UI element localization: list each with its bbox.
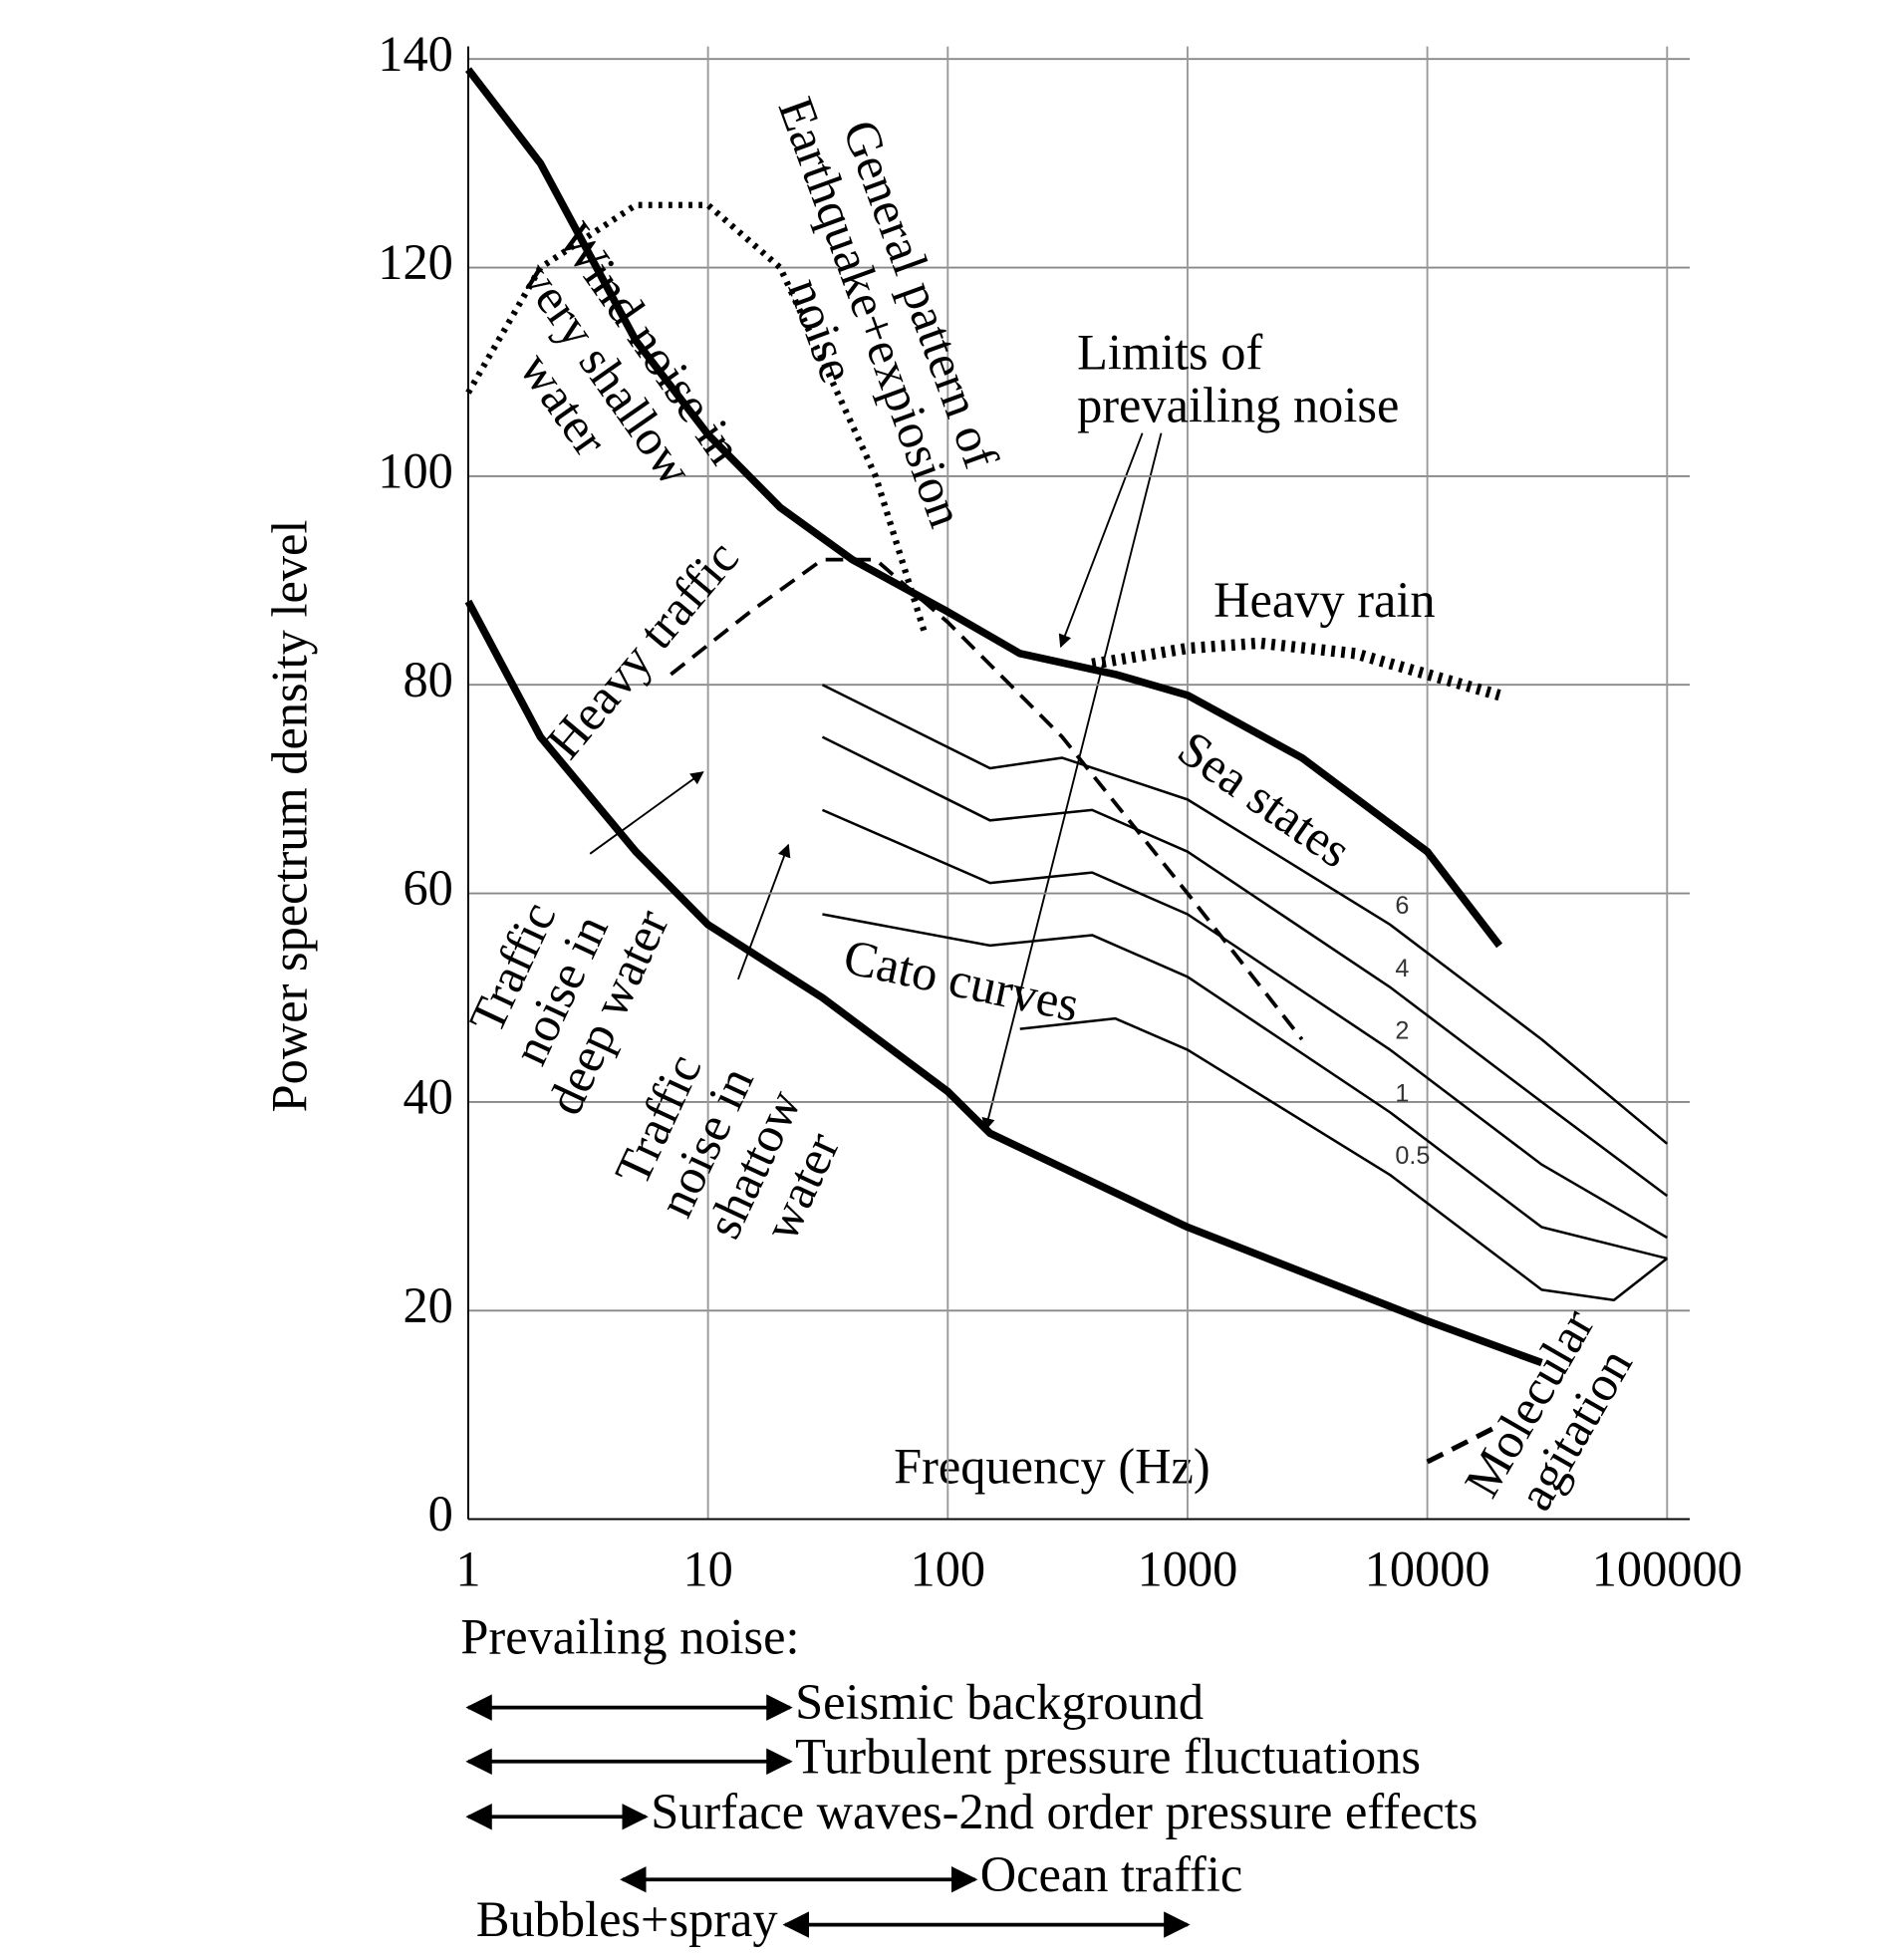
x-tick-label: 10000 <box>1365 1541 1490 1597</box>
series-line <box>821 684 1669 1145</box>
x-tick-label: 1000 <box>1138 1541 1238 1597</box>
y-axis-label: Power spectrum density level <box>262 520 318 1113</box>
y-tick-label: 20 <box>403 1277 452 1333</box>
range-label: Turbulent pressure fluctuations <box>795 1728 1421 1784</box>
annotation: Heavy traffic <box>536 530 749 769</box>
y-tick-label: 0 <box>428 1486 453 1541</box>
series-label: 4 <box>1395 955 1409 982</box>
y-tick-label: 100 <box>378 442 453 498</box>
series-line <box>1426 1423 1501 1465</box>
range-label: Seismic background <box>795 1674 1204 1730</box>
x-tick-label: 1 <box>455 1541 480 1597</box>
series-label: 1 <box>1395 1079 1409 1107</box>
annotation: prevailing noise <box>1077 378 1399 433</box>
x-tick-label: 10 <box>682 1541 732 1597</box>
pointer-arrow <box>1058 432 1144 649</box>
series-line <box>670 557 1304 1041</box>
range-label: Bubbles+spray <box>476 1891 778 1947</box>
pointer-arrow <box>736 843 791 980</box>
series-label: 2 <box>1395 1017 1409 1045</box>
y-tick-label: 120 <box>378 234 453 290</box>
pointer-arrows <box>589 432 1163 1132</box>
series-line <box>1019 1016 1669 1302</box>
pointer-arrow <box>981 432 1163 1132</box>
x-tick-label: 100 <box>911 1541 986 1597</box>
x-tick-label: 100000 <box>1592 1541 1743 1597</box>
series-line <box>821 735 1669 1198</box>
x-axis-label: Frequency (Hz) <box>894 1438 1210 1494</box>
series-line <box>821 808 1668 1240</box>
annotation: Sea states <box>1169 719 1362 878</box>
range-label: Surface waves-2nd order pressure effects <box>651 1784 1478 1839</box>
ranges-title: Prevailing noise: <box>460 1609 799 1665</box>
series-line <box>1091 637 1501 701</box>
series-line <box>465 201 928 634</box>
y-tick-label: 60 <box>403 860 452 916</box>
series-line <box>822 913 1668 1260</box>
series-label: 0.5 <box>1395 1142 1430 1170</box>
annotation: Cato curves <box>839 929 1084 1033</box>
annotation: Heavy rain <box>1213 572 1435 628</box>
y-tick-label: 80 <box>403 652 452 707</box>
pointer-arrow <box>589 771 704 855</box>
range-label: Ocean traffic <box>980 1846 1242 1902</box>
y-tick-label: 40 <box>403 1068 452 1124</box>
y-tick-label: 140 <box>378 26 453 82</box>
series-label: 6 <box>1395 892 1409 920</box>
series-line <box>464 67 1503 949</box>
series-line <box>464 599 1543 1367</box>
plot-root: Frequency (Hz) Power spectrum density le… <box>262 26 1743 1947</box>
annotation: Limits of <box>1077 325 1262 381</box>
